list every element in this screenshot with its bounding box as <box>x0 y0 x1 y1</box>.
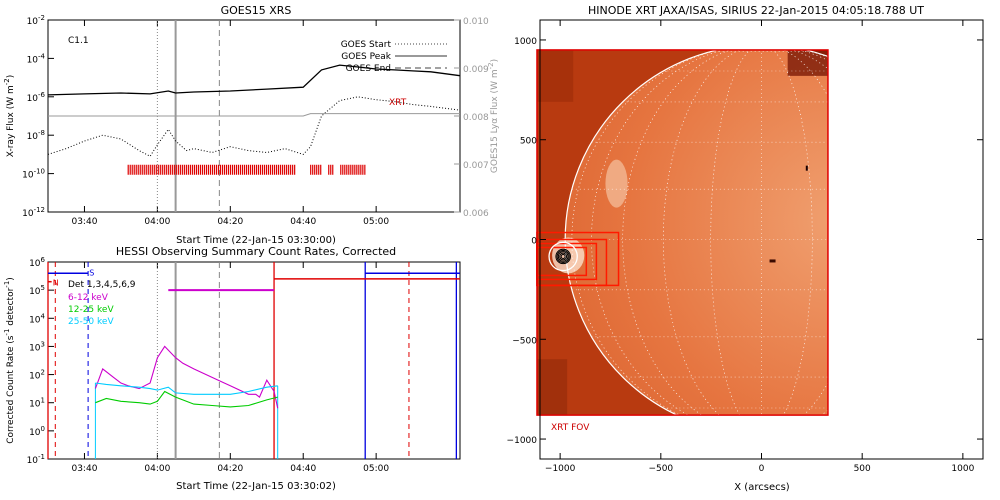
hessi-y-tick-label: 100 <box>29 425 45 438</box>
hessi-flag-n: N <box>53 279 59 288</box>
xrt-solar-disk <box>565 49 828 416</box>
xrt-heliographic-grid <box>565 49 828 416</box>
goes-class-label: C1.1 <box>68 36 89 46</box>
xrt-x-tick-label: −1000 <box>545 464 576 474</box>
goes-x-tick-label: 04:20 <box>217 217 243 227</box>
xrt-rhessi-contour <box>557 251 569 262</box>
xrt-y-tick-label: 1000 <box>514 37 537 47</box>
goes-y-tick-label: 10-6 <box>27 91 46 104</box>
xrt-x-tick-label: 500 <box>854 464 871 474</box>
xrt-x-tick-label: −500 <box>648 464 673 474</box>
xrt-legend-circle-icon <box>555 36 563 44</box>
xrt-rhessi-contour <box>555 248 571 265</box>
hessi-y-tick-label: 104 <box>29 312 45 325</box>
goes-y2label: GOES15 Lyα Flux (W m-2) <box>487 59 500 173</box>
goes-ylabel: X-ray Flux (W m-2) <box>3 75 16 157</box>
goes-y2-tick-label: 0.010 <box>463 17 489 27</box>
hessi-flag-s: S <box>89 268 94 277</box>
hessi-x-tick-label: 05:00 <box>363 464 389 474</box>
hessi-det-label: Det 1,3,4,5,6,9 <box>68 280 136 290</box>
xrt-lon-line <box>663 49 828 416</box>
goes-y-tick-label: 10-10 <box>22 168 45 181</box>
goes-y-tick-label: 10-4 <box>27 52 46 65</box>
xrt-x-tick-label: 0 <box>759 464 765 474</box>
xrt-dark-block <box>536 359 568 416</box>
xrt-y-tick-label: 500 <box>520 137 537 147</box>
xrt-lon-line <box>710 49 813 416</box>
goes-legend: GOES Start GOES Peak GOES End <box>341 40 447 74</box>
hessi-y-tick-label: 10-1 <box>27 453 45 466</box>
hessi-plot-frame <box>47 261 461 460</box>
goes-xrs-panel: GOES15 XRS C1.1 XRT Start Time (22-Jan-1… <box>3 4 500 246</box>
xrt-fov-box <box>536 49 829 416</box>
hessi-title: HESSI Observing Summary Count Rates, Cor… <box>116 245 396 258</box>
goes-legend-label: GOES End <box>346 64 391 74</box>
hessi-series-line <box>95 382 278 395</box>
hessi-legend-label: 12-25 keV <box>68 305 114 315</box>
xrt-y-tick-label: 0 <box>531 237 537 247</box>
goes-y2-tick-label: 0.007 <box>463 161 489 171</box>
goes-legend-label: GOES Peak <box>341 52 391 62</box>
xrt-dark-feature <box>769 259 776 263</box>
hessi-y-tick-label: 103 <box>29 340 45 353</box>
hessi-series-line <box>95 390 278 408</box>
xrt-y-tick-label: −500 <box>512 336 537 346</box>
goes-y2-tick-label: 0.006 <box>463 209 489 219</box>
hessi-x-tick-label: 04:20 <box>217 464 243 474</box>
goes-x-tick-label: 03:40 <box>71 217 97 227</box>
hessi-panel: HESSI Observing Summary Count Rates, Cor… <box>3 245 461 492</box>
hessi-legend-label: 25-50 keV <box>68 317 114 327</box>
xrt-legend-label: AIA flare location <box>565 36 642 46</box>
xrt-dark-feature <box>805 165 808 171</box>
goes-title: GOES15 XRS <box>221 4 292 17</box>
xrt-aia-circle <box>548 241 578 272</box>
goes-y2-tick-label: 0.009 <box>463 65 489 75</box>
xrt-bright-region <box>605 159 628 208</box>
hessi-y-tick-label: 102 <box>29 369 45 382</box>
xrt-image <box>536 49 828 416</box>
goes-series-lya <box>48 113 460 117</box>
xrt-y-tick-label: −1000 <box>507 436 538 446</box>
goes-y-tick-label: 10-8 <box>27 129 45 142</box>
hessi-xlabel: Start Time (22-Jan-15 03:30:02) <box>176 481 336 492</box>
goes-xlabel: Start Time (22-Jan-15 03:30:00) <box>176 235 336 246</box>
goes-y2-tick-label: 0.008 <box>463 113 489 123</box>
hessi-series-line <box>94 345 279 409</box>
hessi-x-tick-label: 03:40 <box>71 464 97 474</box>
xrt-rhessi-contour <box>560 253 566 259</box>
xrt-dark-block <box>536 49 574 102</box>
xrt-xlabel: X (arcsecs) <box>734 482 790 493</box>
goes-legend-label: GOES Start <box>341 40 392 50</box>
goes-x-tick-label: 05:00 <box>363 217 389 227</box>
hessi-y-tick-label: 105 <box>29 284 45 297</box>
xrt-fov-label: XRT FOV <box>551 423 590 433</box>
hessi-x-tick-label: 04:00 <box>144 464 170 474</box>
goes-xrt-annotation: XRT <box>389 98 407 108</box>
xrt-title: HINODE XRT JAXA/ISAS, SIRIUS 22-Jan-2015… <box>588 4 924 17</box>
goes-x-tick-label: 04:40 <box>290 217 316 227</box>
xrt-image-panel: HINODE XRT JAXA/ISAS, SIRIUS 22-Jan-2015… <box>507 4 984 493</box>
goes-y-tick-label: 10-2 <box>27 14 45 27</box>
goes-y-tick-label: 10-12 <box>22 206 45 219</box>
xrt-rhessi-contour <box>559 252 568 261</box>
goes-series-long <box>47 64 461 96</box>
hessi-y-tick-label: 106 <box>29 256 45 269</box>
xrt-x-tick-label: 1000 <box>951 464 974 474</box>
hessi-y-tick-label: 101 <box>29 397 45 410</box>
hessi-x-tick-label: 04:40 <box>290 464 316 474</box>
goes-series-short <box>47 96 461 157</box>
goes-x-tick-label: 04:00 <box>144 217 170 227</box>
hessi-ylabel: Corrected Count Rate (s-1 detector-1) <box>3 277 16 444</box>
xrt-rhessi-contour <box>556 249 570 263</box>
